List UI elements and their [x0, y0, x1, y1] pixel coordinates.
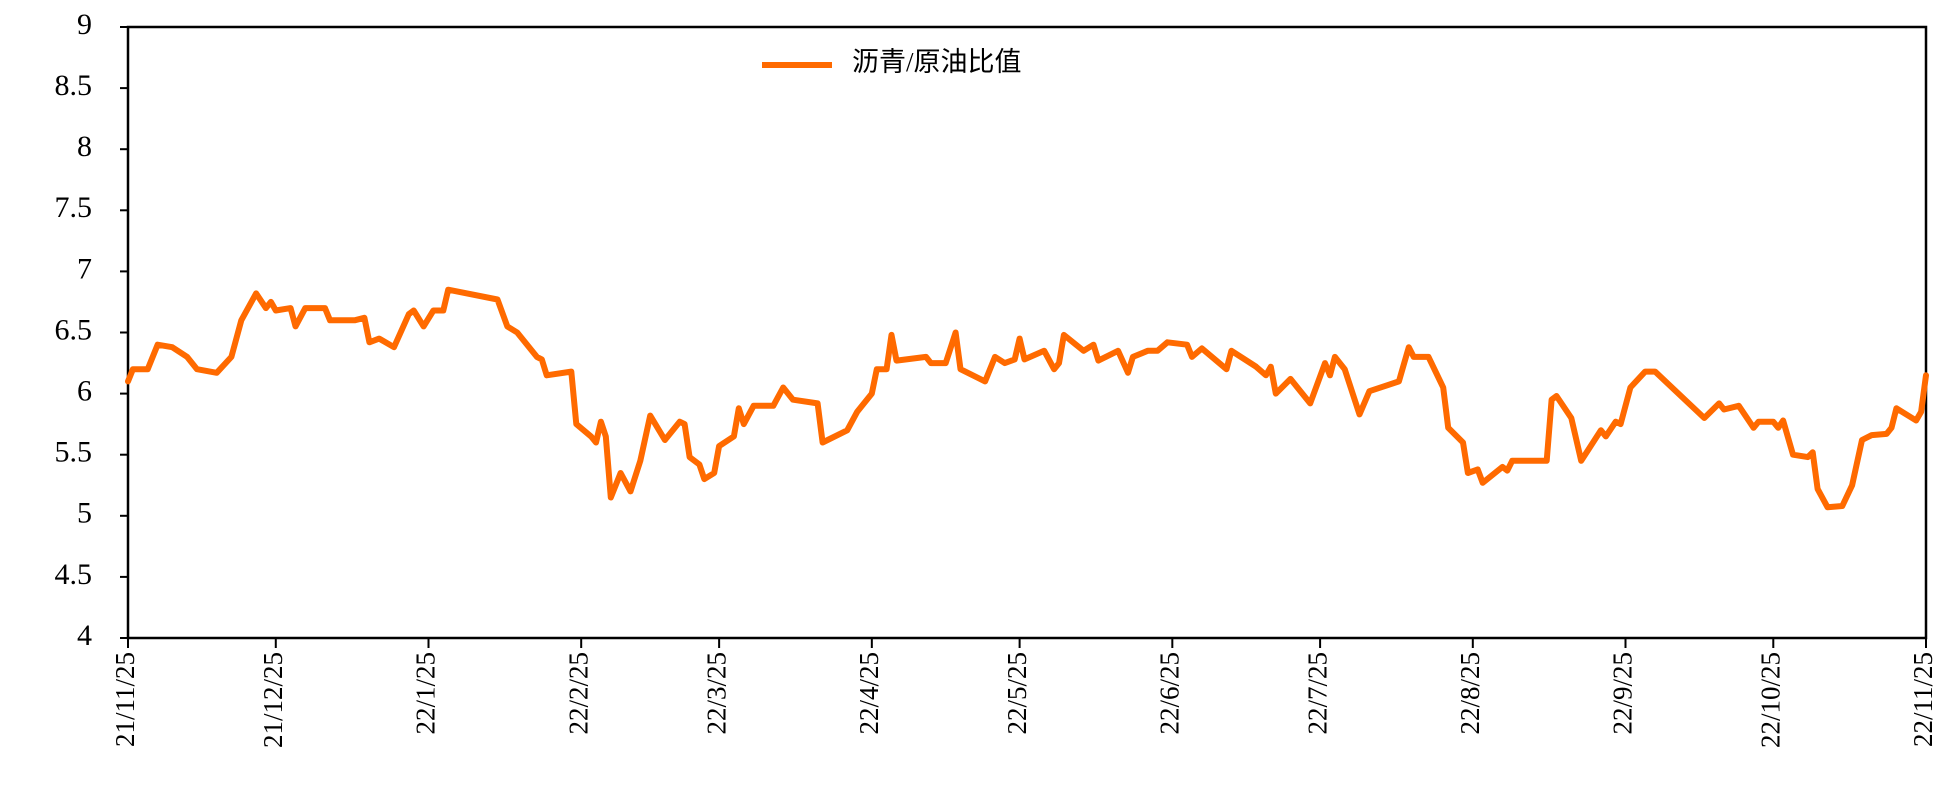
y-tick-label: 5 — [77, 497, 92, 530]
x-tick-label: 22/10/25 — [1755, 652, 1785, 748]
y-tick-label: 7 — [77, 252, 92, 285]
y-tick-label: 4.5 — [55, 558, 93, 591]
x-tick-label: 22/3/25 — [701, 652, 731, 735]
x-tick-label: 22/5/25 — [1002, 652, 1032, 735]
x-tick-label: 21/12/25 — [258, 652, 288, 748]
y-tick-label: 6.5 — [55, 313, 93, 346]
x-tick-label: 22/11/25 — [1908, 652, 1938, 747]
x-tick-label: 22/7/25 — [1302, 652, 1332, 735]
legend-label: 沥青/原油比值 — [852, 47, 1022, 77]
y-tick-label: 8.5 — [55, 69, 93, 102]
x-tick-label: 22/4/25 — [854, 652, 884, 735]
y-tick-label: 6 — [77, 374, 92, 407]
x-tick-label: 22/6/25 — [1155, 652, 1185, 735]
y-tick-label: 5.5 — [55, 436, 93, 469]
x-tick-label: 22/1/25 — [411, 652, 441, 735]
x-tick-label: 22/9/25 — [1608, 652, 1638, 735]
y-tick-label: 7.5 — [55, 191, 93, 224]
x-tick-label: 22/2/25 — [563, 652, 593, 735]
x-tick-label: 22/8/25 — [1455, 652, 1485, 735]
plot-frame — [126, 25, 1928, 640]
y-tick-label: 8 — [77, 130, 92, 163]
data-line — [125, 286, 1929, 511]
x-tick-label: 21/11/25 — [110, 652, 140, 747]
y-tick-label: 4 — [77, 619, 92, 652]
y-tick-label: 9 — [77, 8, 92, 41]
